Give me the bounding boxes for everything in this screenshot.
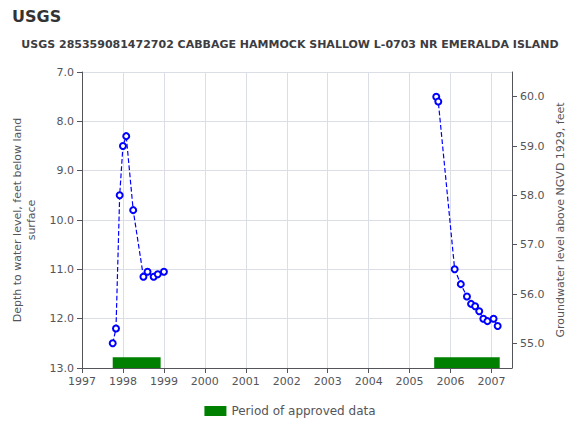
svg-text:2000: 2000 (191, 375, 219, 388)
svg-text:USGS 285359081472702 CABBAGE H: USGS 285359081472702 CABBAGE HAMMOCK SHA… (21, 38, 558, 51)
svg-text:7.0: 7.0 (57, 66, 75, 79)
svg-text:58.0: 58.0 (520, 189, 545, 202)
svg-text:2002: 2002 (273, 375, 301, 388)
svg-text:10.0: 10.0 (50, 214, 75, 227)
svg-text:Depth to water level, feet bel: Depth to water level, feet below land (11, 118, 24, 323)
svg-text:1997: 1997 (68, 375, 96, 388)
svg-text:56.0: 56.0 (520, 288, 545, 301)
svg-text:11.0: 11.0 (50, 263, 75, 276)
svg-text:2006: 2006 (437, 375, 465, 388)
svg-text:8.0: 8.0 (57, 115, 75, 128)
svg-text:55.0: 55.0 (520, 337, 545, 350)
svg-text:Groundwater level above NGVD 1: Groundwater level above NGVD 1929, feet (554, 102, 567, 338)
svg-text:60.0: 60.0 (520, 90, 545, 103)
svg-text:2007: 2007 (478, 375, 506, 388)
svg-text:59.0: 59.0 (520, 140, 545, 153)
svg-text:2003: 2003 (314, 375, 342, 388)
svg-text:1998: 1998 (109, 375, 137, 388)
svg-text:USGS: USGS (12, 7, 61, 26)
svg-text:2005: 2005 (396, 375, 424, 388)
svg-text:13.0: 13.0 (50, 362, 75, 375)
svg-text:2004: 2004 (355, 375, 383, 388)
svg-text:9.0: 9.0 (57, 164, 75, 177)
svg-text:12.0: 12.0 (50, 312, 75, 325)
svg-text:Period of approved data: Period of approved data (231, 404, 375, 418)
svg-text:surface: surface (25, 199, 38, 240)
svg-text:2001: 2001 (232, 375, 260, 388)
svg-text:1999: 1999 (150, 375, 178, 388)
svg-text:57.0: 57.0 (520, 238, 545, 251)
